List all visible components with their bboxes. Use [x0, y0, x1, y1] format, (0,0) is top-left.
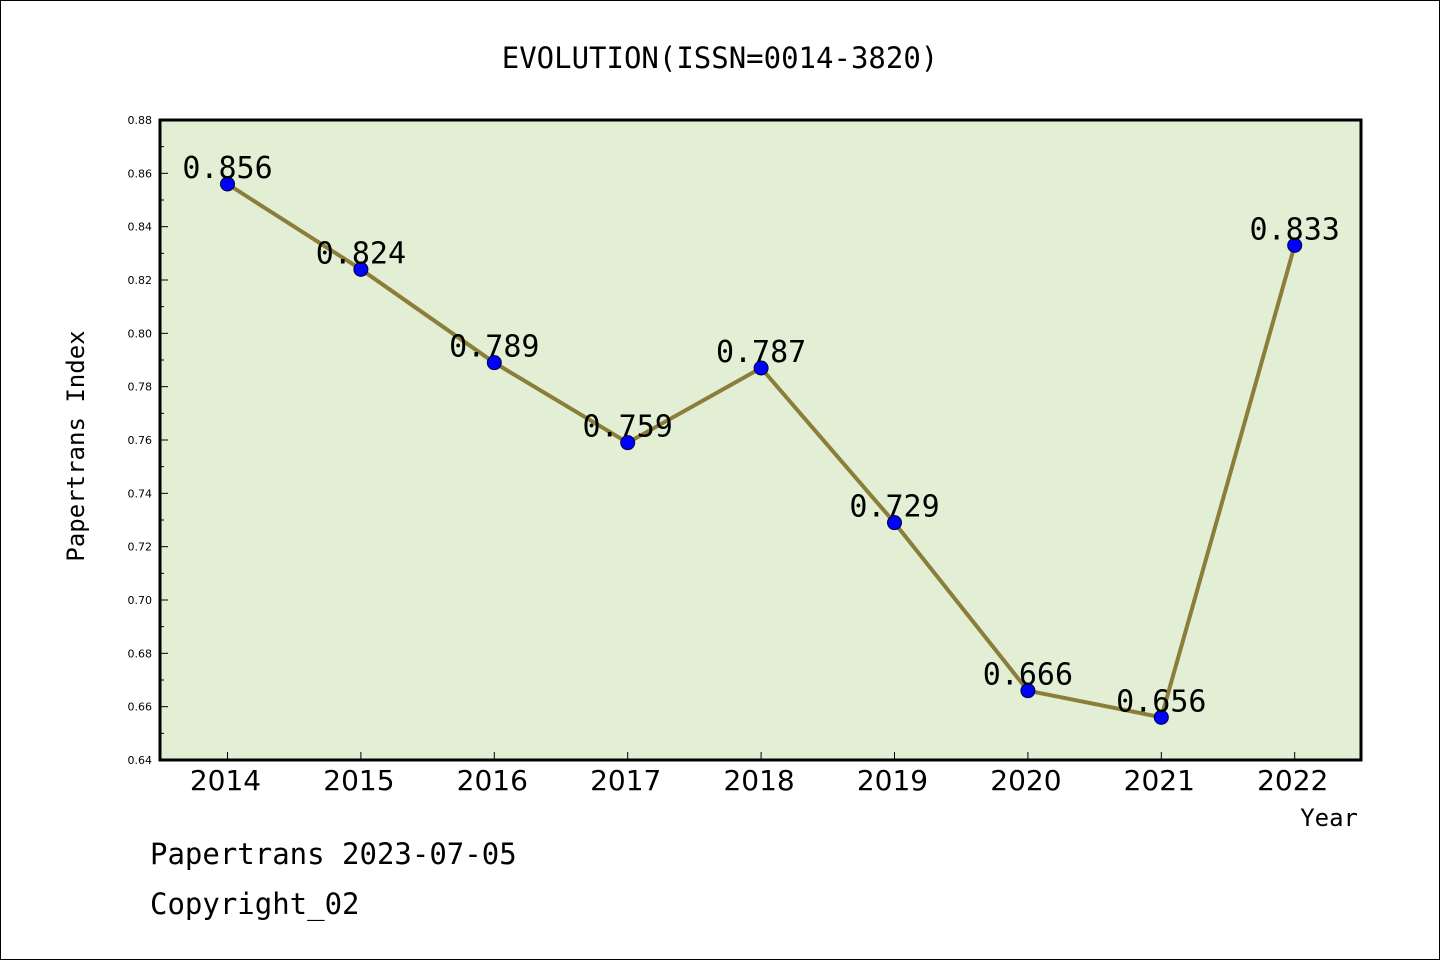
x-tick-label: 2022	[1257, 764, 1328, 797]
data-label: 0.787	[716, 335, 806, 370]
data-points	[220, 176, 1303, 725]
data-point-marker	[1020, 683, 1036, 699]
x-tick-label: 2017	[590, 764, 661, 797]
y-tick-label: 0.80	[128, 327, 153, 340]
data-point-marker	[887, 515, 902, 531]
y-tick-label: 0.68	[128, 647, 153, 660]
y-tick-label: 0.82	[128, 274, 153, 287]
data-labels: 0.856 0.824 0.789 0.759 0.787 0.729 0.666 0.656…	[182, 151, 1340, 719]
footer-date-text: Papertrans 2023-07-05	[150, 837, 517, 871]
x-tick-label: 2020	[990, 764, 1061, 797]
x-tick-label: 2018	[723, 764, 794, 797]
y-tick-label: 0.76	[128, 434, 153, 447]
x-tick-label: 2016	[457, 764, 528, 797]
chart-title: EVOLUTION(ISSN=0014-3820)	[502, 41, 939, 75]
data-label: 0.856	[182, 151, 272, 186]
y-tick-label: 0.64	[128, 754, 153, 767]
data-point-marker	[620, 435, 636, 451]
y-axis-label: Papertrans Index	[62, 330, 90, 561]
data-point-marker	[1153, 709, 1169, 725]
data-point-marker	[1287, 237, 1303, 253]
data-point-marker	[486, 355, 502, 371]
data-label: 0.656	[1116, 684, 1206, 719]
x-axis-ticks: 2014 2015 2016 2017 2018 2019 2020 2021 2022	[190, 752, 1328, 797]
data-label: 0.666	[983, 658, 1073, 693]
data-point-marker	[353, 261, 369, 277]
data-point-marker	[753, 360, 769, 376]
x-tick-label: 2015	[323, 764, 394, 797]
y-tick-label: 0.74	[128, 487, 153, 500]
y-tick-label: 0.78	[128, 381, 153, 394]
plot-area	[158, 118, 1363, 762]
y-tick-label: 0.66	[128, 701, 153, 714]
data-label: 0.759	[583, 410, 673, 445]
y-tick-label: 0.86	[128, 167, 153, 180]
data-label: 0.833	[1250, 212, 1340, 247]
x-axis-label: Year	[1300, 804, 1358, 832]
x-tick-label: 2019	[857, 764, 928, 797]
data-label: 0.789	[449, 330, 539, 365]
y-tick-label: 0.84	[128, 221, 153, 234]
y-axis-ticks: 0.64 0.66 0.68 0.70 0.72 0.74 0.76 0.78 0.80 0.82…	[128, 114, 168, 767]
x-tick-label: 2021	[1124, 764, 1195, 797]
data-point-marker	[220, 176, 235, 192]
y-tick-label: 0.70	[128, 594, 153, 607]
y-tick-label: 0.72	[128, 541, 153, 554]
data-label: 0.824	[316, 236, 406, 271]
y-tick-label: 0.88	[128, 114, 153, 127]
data-label: 0.729	[849, 490, 939, 525]
x-tick-label: 2014	[190, 764, 261, 797]
footer-copyright-text: Copyright_02	[150, 887, 360, 922]
